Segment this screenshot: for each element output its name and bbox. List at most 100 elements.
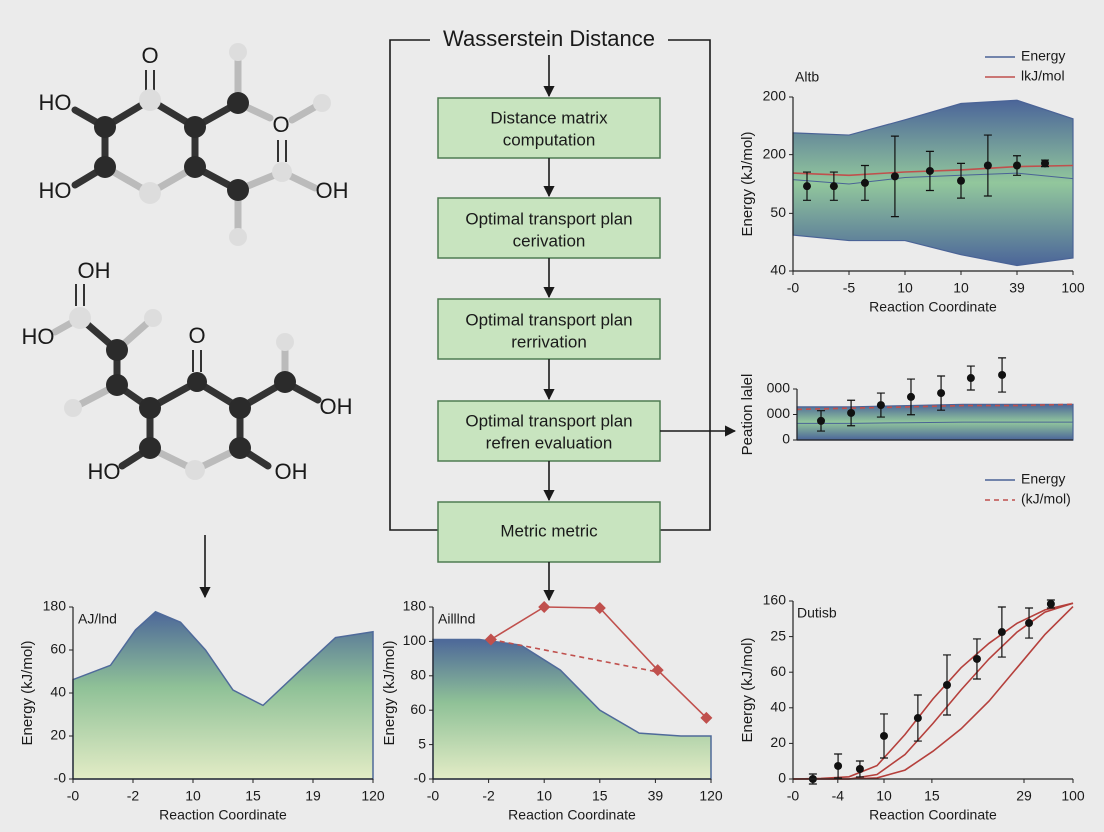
y-tick-label: 0 <box>782 431 790 447</box>
x-tick-label: 19 <box>305 788 321 804</box>
marker <box>700 711 713 724</box>
x-tick-label: 100 <box>1061 280 1085 296</box>
x-tick-label: -4 <box>832 788 845 804</box>
x-tick-label: 15 <box>592 788 608 804</box>
x-tick-label: 120 <box>361 788 385 804</box>
point <box>1041 159 1049 168</box>
node-text: computation <box>503 130 596 149</box>
x-tick-label: 15 <box>924 788 940 804</box>
x-tick-label: -5 <box>843 280 856 296</box>
y-tick-label: 20 <box>50 727 66 743</box>
area <box>432 638 712 780</box>
y-tick-label: 180 <box>43 598 67 614</box>
y-tick-label: -0 <box>54 770 67 786</box>
point <box>860 178 869 187</box>
point <box>972 654 981 663</box>
point <box>855 764 864 773</box>
flow-node <box>437 400 661 462</box>
x-axis-label: Reaction Coordinate <box>869 299 997 315</box>
marker <box>651 664 664 677</box>
y-tick-label: -0 <box>414 770 427 786</box>
atom-label: O <box>272 112 289 137</box>
area <box>72 610 374 780</box>
y-tick-label: 000 <box>767 380 791 396</box>
y-tick-label: 40 <box>50 684 66 700</box>
node-text: cerivation <box>513 231 586 250</box>
point <box>1013 161 1021 170</box>
legend-label: Energy <box>1021 471 1065 487</box>
point <box>943 680 951 689</box>
point <box>925 166 934 175</box>
x-tick-label: 10 <box>897 280 913 296</box>
node-text: rerrivation <box>511 332 587 351</box>
chart-title: AJ/lnd <box>78 611 117 627</box>
atom-label: HO <box>39 90 72 115</box>
point <box>1025 619 1034 628</box>
y-tick-label: 40 <box>770 262 786 278</box>
point <box>913 714 922 723</box>
y-axis-label: Energy (kJ/mol) <box>739 637 756 742</box>
flow-node <box>437 97 661 159</box>
point <box>983 161 992 170</box>
node-text: Optimal transport plan <box>465 310 632 329</box>
y-tick-label: 160 <box>763 592 787 608</box>
marker <box>593 601 606 614</box>
y-tick-label: 100 <box>403 632 427 648</box>
band-center <box>792 172 1074 185</box>
legend-label: Energy <box>1021 48 1065 64</box>
y-tick-label: 20 <box>770 734 786 750</box>
molecule: OH HO O OH HO OH <box>22 258 353 484</box>
y-axis-label: Peation lalel <box>739 374 756 456</box>
flowchart: Wasserstein Distance Distance matrix com… <box>389 26 737 602</box>
point <box>1046 600 1055 609</box>
chart-title: Altb <box>795 69 819 85</box>
point <box>906 392 915 401</box>
x-axis-label: Reaction Coordinate <box>159 807 287 823</box>
x-tick-label: 10 <box>185 788 201 804</box>
chart-title: Ailllnd <box>438 611 475 627</box>
y-tick-label: 80 <box>410 667 426 683</box>
y-tick-label: 60 <box>770 663 786 679</box>
y-tick-label: 200 <box>763 145 787 161</box>
node-text: Distance matrix <box>490 108 608 127</box>
point <box>834 761 843 770</box>
point <box>997 628 1006 637</box>
x-tick-label: 15 <box>245 788 261 804</box>
molecule: O HO O HO OH <box>39 43 349 246</box>
y-tick-label: 200 <box>763 88 787 104</box>
chart-title: Dutisb <box>797 605 837 621</box>
y-axis-label: Energy (kJ/mol) <box>381 640 398 745</box>
marker <box>538 601 551 613</box>
x-tick-label: -2 <box>482 788 495 804</box>
y-axis-label: Energy (kJ/mol) <box>19 640 36 745</box>
y-tick-label: 180 <box>403 598 427 614</box>
flow-node <box>437 298 661 360</box>
x-tick-label: -0 <box>787 280 800 296</box>
point <box>847 408 856 417</box>
y-tick-label: 50 <box>770 204 786 220</box>
x-tick-label: 120 <box>699 788 723 804</box>
atom-label: O <box>188 323 205 348</box>
atom-label: OH <box>320 394 353 419</box>
x-tick-label: 39 <box>648 788 664 804</box>
line <box>490 638 658 673</box>
point <box>803 182 811 191</box>
x-axis-label: Reaction Coordinate <box>508 807 636 823</box>
x-tick-label: 39 <box>1009 280 1025 296</box>
flow-node <box>437 197 661 259</box>
x-tick-label: 10 <box>536 788 552 804</box>
y-axis-label: Energy (kJ/mol) <box>739 131 756 236</box>
line <box>792 602 1074 780</box>
y-tick-label: 000 <box>767 405 791 421</box>
y-tick-label: 0 <box>778 770 786 786</box>
x-tick-label: -0 <box>427 788 440 804</box>
x-tick-label: -2 <box>127 788 140 804</box>
point <box>937 389 946 398</box>
legend-label: (kJ/mol) <box>1021 491 1071 507</box>
y-tick-label: 60 <box>410 701 426 717</box>
point <box>876 401 885 410</box>
loop-line <box>389 39 438 531</box>
x-tick-label: 29 <box>1016 788 1032 804</box>
